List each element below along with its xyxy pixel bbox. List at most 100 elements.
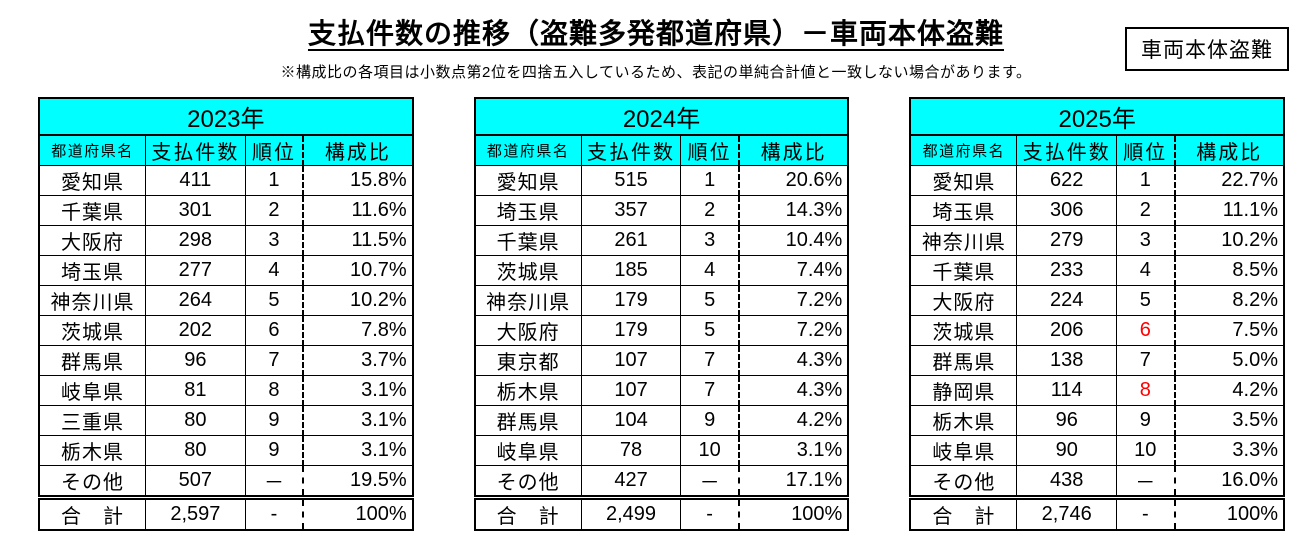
table-row: その他 438 － 16.0%: [909, 465, 1285, 498]
share-cell: 3.7%: [302, 345, 414, 376]
table-row: 埼玉県 357 2 14.3%: [474, 195, 849, 226]
share-cell: 3.3%: [1174, 435, 1285, 466]
year-table: 2025年 都道府県名 支払件数 順位 構成比 愛知県 622 1 22.7% 埼玉県 306 2…: [909, 97, 1286, 531]
table-row: 茨城県 206 6 7.5%: [909, 315, 1285, 346]
table-row: 埼玉県 277 4 10.7%: [38, 255, 414, 286]
count-cell: 81: [144, 375, 246, 406]
share-cell: 11.5%: [302, 225, 414, 256]
count-cell: 2,597: [144, 495, 246, 531]
count-cell: 206: [1016, 315, 1118, 346]
tables-row: 2023年 都道府県名 支払件数 順位 構成比 愛知県 411 1 15.8% 千葉県 301 2…: [38, 97, 1286, 531]
year-header-row: 2024年: [474, 97, 849, 136]
category-tag-box: 車両本体盗難: [1125, 27, 1289, 71]
share-cell: 3.5%: [1174, 405, 1285, 436]
count-cell: 224: [1016, 285, 1118, 316]
share-cell: 100%: [1174, 495, 1285, 531]
count-cell: 96: [144, 345, 246, 376]
count-cell: 298: [144, 225, 246, 256]
rank-cell: 2: [680, 195, 740, 226]
prefecture-cell: 群馬県: [474, 405, 582, 436]
column-header-rank: 順位: [680, 134, 740, 166]
prefecture-cell: 神奈川県: [474, 285, 582, 316]
count-cell: 107: [580, 345, 682, 376]
prefecture-cell: 岐阜県: [38, 375, 146, 406]
share-cell: 16.0%: [1174, 465, 1285, 498]
rounding-note: ※構成比の各項目は小数点第2位を四捨五入しているため、表記の単純合計値と一致しな…: [280, 64, 1032, 81]
table-row: 岐阜県 81 8 3.1%: [38, 375, 414, 406]
rank-cell: 8: [1116, 375, 1176, 406]
rank-cell: －: [680, 465, 740, 498]
prefecture-cell: 岐阜県: [474, 435, 582, 466]
table-row: 神奈川県 264 5 10.2%: [38, 285, 414, 316]
prefecture-cell: 埼玉県: [474, 195, 582, 226]
rank-cell: 6: [1116, 315, 1176, 346]
prefecture-cell: 茨城県: [38, 315, 146, 346]
prefecture-cell: 茨城県: [909, 315, 1018, 346]
share-cell: 14.3%: [738, 195, 849, 226]
total-row: 合 計 2,499-100%: [474, 495, 849, 531]
prefecture-cell: その他: [38, 465, 146, 498]
share-cell: 3.1%: [302, 375, 414, 406]
share-cell: 7.2%: [738, 315, 849, 346]
prefecture-cell: 大阪府: [909, 285, 1018, 316]
total-row: 合 計 2,597-100%: [38, 495, 414, 531]
rank-cell: 3: [680, 225, 740, 256]
table-row: 埼玉県 306 2 11.1%: [909, 195, 1285, 226]
count-cell: 179: [580, 315, 682, 346]
share-cell: 7.2%: [738, 285, 849, 316]
table-row: その他 507 － 19.5%: [38, 465, 414, 498]
count-cell: 90: [1016, 435, 1118, 466]
rank-cell: 5: [680, 285, 740, 316]
page-title: 支払件数の推移（盗難多発都道府県）－車両本体盗難: [0, 12, 1312, 52]
count-cell: 427: [580, 465, 682, 498]
table-row: 群馬県 96 7 3.7%: [38, 345, 414, 376]
prefecture-cell: 千葉県: [38, 195, 146, 226]
count-cell: 306: [1016, 195, 1118, 226]
year-table: 2024年 都道府県名 支払件数 順位 構成比 愛知県 515 1 20.6% 埼玉県 357 2…: [473, 97, 850, 531]
rank-cell: -: [1116, 495, 1176, 531]
rank-cell: 10: [1116, 435, 1176, 466]
rank-cell: 1: [244, 165, 305, 196]
table-row: 愛知県 515 1 20.6%: [474, 165, 849, 196]
share-cell: 4.3%: [738, 345, 849, 376]
column-header-row: 都道府県名 支払件数 順位 構成比: [38, 134, 414, 166]
count-cell: 438: [1016, 465, 1118, 498]
share-cell: 10.2%: [1174, 225, 1285, 256]
rank-cell: 9: [1116, 405, 1176, 436]
table-row: 愛知県 622 1 22.7%: [909, 165, 1285, 196]
rank-cell: 7: [1116, 345, 1176, 376]
prefecture-cell: 千葉県: [909, 255, 1018, 286]
table-row: 大阪府 224 5 8.2%: [909, 285, 1285, 316]
prefecture-cell: 東京都: [474, 345, 582, 376]
rank-cell: 2: [1116, 195, 1176, 226]
rank-cell: 5: [244, 285, 305, 316]
column-header-row: 都道府県名 支払件数 順位 構成比: [909, 134, 1285, 166]
table-row: 神奈川県 279 3 10.2%: [909, 225, 1285, 256]
prefecture-cell: 合 計: [474, 495, 582, 531]
share-cell: 7.8%: [302, 315, 414, 346]
count-cell: 80: [144, 405, 246, 436]
prefecture-cell: 神奈川県: [38, 285, 146, 316]
prefecture-cell: 大阪府: [474, 315, 582, 346]
count-cell: 261: [580, 225, 682, 256]
count-cell: 277: [144, 255, 246, 286]
share-cell: 11.1%: [1174, 195, 1285, 226]
share-cell: 3.1%: [302, 435, 414, 466]
rank-cell: 4: [1116, 255, 1176, 286]
rank-cell: 5: [680, 315, 740, 346]
table-row: 大阪府 179 5 7.2%: [474, 315, 849, 346]
table-row: 岐阜県 90 10 3.3%: [909, 435, 1285, 466]
count-cell: 80: [144, 435, 246, 466]
column-header-pref: 都道府県名: [909, 134, 1018, 166]
count-cell: 233: [1016, 255, 1118, 286]
prefecture-cell: その他: [474, 465, 582, 498]
share-cell: 10.4%: [738, 225, 849, 256]
share-cell: 3.1%: [302, 405, 414, 436]
column-header-count: 支払件数: [580, 134, 682, 166]
total-row: 合 計 2,746-100%: [909, 495, 1285, 531]
count-cell: 138: [1016, 345, 1118, 376]
share-cell: 3.1%: [738, 435, 849, 466]
share-cell: 10.7%: [302, 255, 414, 286]
count-cell: 78: [580, 435, 682, 466]
